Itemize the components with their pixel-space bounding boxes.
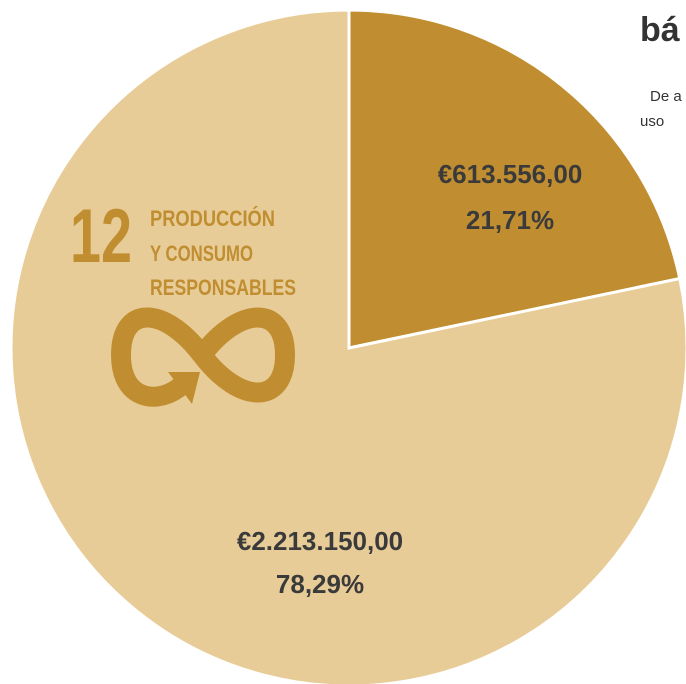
infinity-symbol [110,307,296,407]
sdg-icon: 12 PRODUCCIÓN Y CONSUMO RESPONSABLES [70,194,296,407]
body-text: De a [650,88,682,105]
pie-slice [9,8,686,684]
value-label: €2.213.150,00 [237,526,403,556]
pie [9,8,686,684]
percent-label: 78,29% [276,569,364,599]
percent-label: 21,71% [466,205,554,235]
icon-text: PRODUCCIÓN [150,206,275,231]
pie-slice [347,8,682,350]
value-label: €613.556,00 [438,159,583,189]
icon-text: RESPONSABLES [150,275,296,300]
icon-text: Y CONSUMO [150,241,253,266]
icon-number: 12 [70,194,132,279]
infinity-arrow [168,372,200,404]
body-text: uso [640,113,664,130]
heading: bá [640,11,680,49]
